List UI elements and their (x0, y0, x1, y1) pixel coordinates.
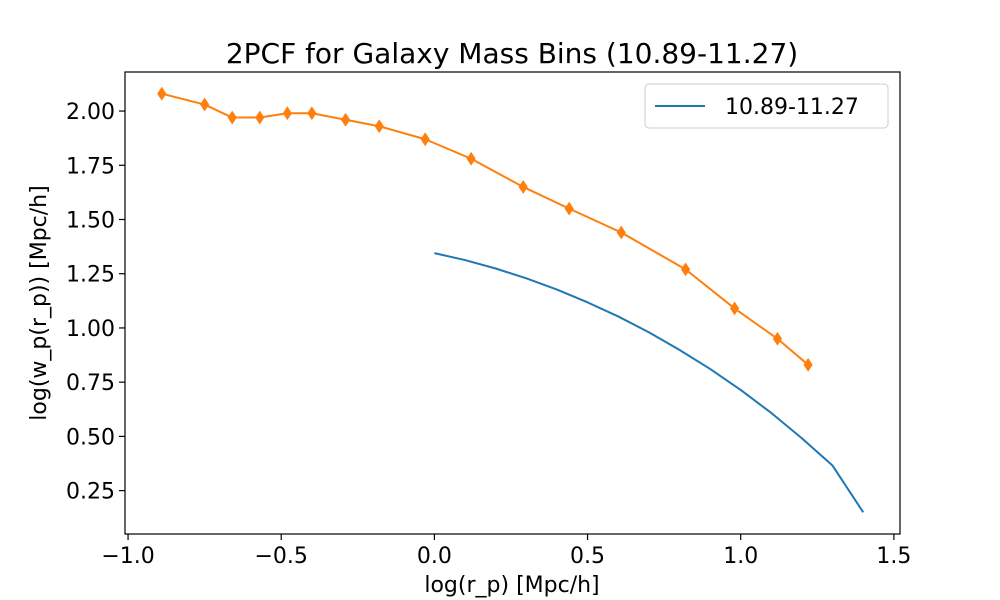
chart-title: 2PCF for Galaxy Mass Bins (10.89-11.27) (226, 37, 798, 70)
series-2-point (803, 357, 813, 372)
series-2-point (282, 106, 292, 121)
series-2-point (157, 86, 167, 101)
y-tick-label: 2.00 (66, 100, 115, 125)
series-2-point (340, 112, 351, 127)
y-tick-label: 1.25 (66, 263, 115, 288)
plot-area (157, 86, 865, 513)
series-2-point (307, 106, 317, 121)
series-2-point (729, 301, 740, 316)
series-2-point (466, 151, 476, 166)
x-tick-label: 1.5 (876, 544, 911, 569)
series-2-point (420, 132, 430, 147)
legend-box (644, 83, 889, 129)
series-line-1 (434, 252, 865, 513)
series-2-point (255, 110, 265, 125)
series-2-point (200, 97, 210, 112)
y-tick-label: 0.50 (66, 425, 115, 450)
legend: 10.89-11.27 (644, 83, 889, 129)
legend-entry-label: 10.89-11.27 (725, 95, 859, 120)
series-line-2 (161, 92, 809, 366)
plot-frame (124, 71, 901, 535)
series-2-point (374, 119, 384, 134)
y-tick-label: 0.25 (66, 480, 115, 505)
x-tick-label: 1.0 (723, 544, 758, 569)
y-tick-label: 1.50 (66, 208, 115, 233)
y-tick-label: 1.75 (66, 154, 115, 179)
series-2-point (616, 225, 626, 240)
series-2-point (564, 201, 574, 216)
series-2-point (227, 110, 237, 125)
y-tick-label: 0.75 (66, 371, 115, 396)
y-tick-label: 1.00 (66, 317, 115, 342)
y-axis: 0.25 0.50 0.75 1.00 1.25 1.50 1.75 2.00 (66, 100, 125, 505)
series-2-point (518, 180, 528, 194)
y-axis-label: log(w_p(r_p)) [Mpc/h] (27, 185, 52, 420)
x-axis: −1.0 −0.5 0.0 0.5 1.0 1.5 (101, 534, 911, 569)
x-tick-label: −1.0 (101, 544, 154, 569)
x-axis-label: log(r_p) [Mpc/h] (424, 573, 599, 598)
x-tick-label: −0.5 (255, 544, 308, 569)
x-tick-label: 0.0 (417, 544, 452, 569)
series-2-point (772, 331, 783, 346)
series-2-point (680, 262, 691, 277)
x-tick-label: 0.5 (570, 544, 605, 569)
